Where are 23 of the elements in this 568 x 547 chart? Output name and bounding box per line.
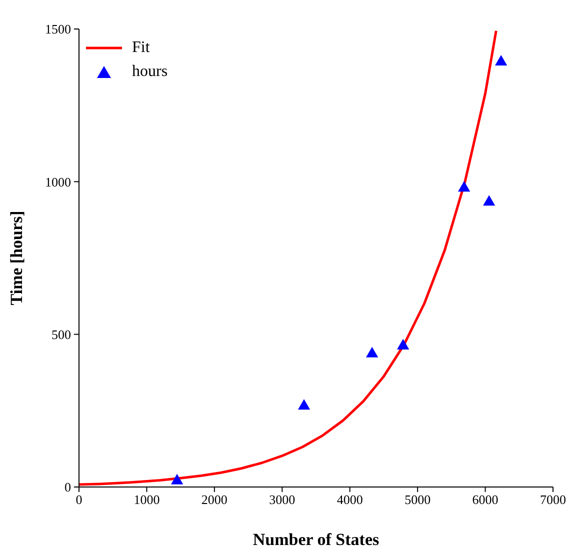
- legend-label: hours: [132, 62, 168, 82]
- point: [298, 399, 310, 410]
- x-tick-label: 2000: [201, 492, 228, 508]
- legend-label: Fit: [132, 38, 150, 58]
- point: [494, 54, 508, 66]
- y-axis-title: Time [hours]: [7, 210, 26, 306]
- x-tick-label: 5000: [404, 492, 431, 508]
- x-tick-label: 0: [76, 492, 82, 508]
- y-tick-label: 500: [52, 326, 71, 342]
- x-axis-title: Number of States: [252, 530, 380, 547]
- point: [366, 346, 378, 358]
- point: [170, 474, 184, 484]
- point: [397, 338, 410, 350]
- point: [458, 181, 470, 192]
- x-tick-label: 1000: [134, 492, 160, 508]
- y-tick-label: 1500: [45, 22, 71, 37]
- x-tick-label: 3000: [269, 492, 296, 508]
- y-tick-label: 1000: [45, 174, 71, 190]
- point: [483, 195, 496, 206]
- x-tick-label: 4000: [336, 492, 363, 508]
- x-tick-label: 6000: [472, 492, 498, 508]
- x-tick-label: 7000: [540, 492, 566, 508]
- y-tick-label: 0: [64, 480, 71, 495]
